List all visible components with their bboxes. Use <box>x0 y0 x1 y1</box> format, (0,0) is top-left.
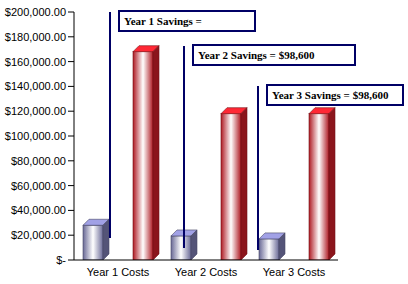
svg-text:Year 1 Costs: Year 1 Costs <box>87 266 150 278</box>
svg-text:$-: $- <box>56 254 66 266</box>
svg-text:$160,000.00: $160,000.00 <box>8 56 66 68</box>
svg-text:Year 3 Costs: Year 3 Costs <box>263 266 326 278</box>
svg-text:$100,000.00: $100,000.00 <box>8 130 66 142</box>
html-text:Year 2 Savings = $98,600: Year 2 Savings = $98,600 <box>198 49 315 61</box>
svg-text:$80,000.00: $80,000.00 <box>11 155 66 167</box>
svg-text:Year 2 Costs: Year 2 Costs <box>175 266 238 278</box>
svg-text:$140,000.00: $140,000.00 <box>8 80 66 92</box>
svg-text:$120,000.00: $120,000.00 <box>8 105 66 117</box>
svg-text:$20,000.00: $20,000.00 <box>11 229 66 241</box>
svg-text:$40,000.00: $40,000.00 <box>11 204 66 216</box>
svg-text:$60,000.00: $60,000.00 <box>11 180 66 192</box>
html-text:Year 1 Savings =: Year 1 Savings = <box>124 15 202 27</box>
html-text:Year 3 Savings = $98,600: Year 3 Savings = $98,600 <box>272 89 389 101</box>
svg-text:$200,000.00: $200,000.00 <box>8 6 66 18</box>
svg-text:$180,000.00: $180,000.00 <box>8 31 66 43</box>
